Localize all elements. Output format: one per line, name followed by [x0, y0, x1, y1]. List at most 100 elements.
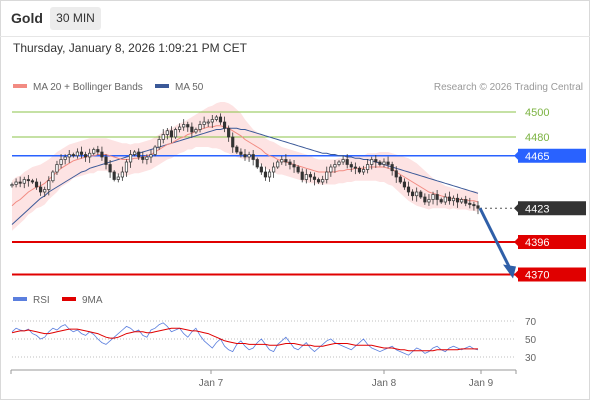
candle-body — [435, 194, 439, 200]
candle — [79, 146, 84, 159]
candle — [22, 176, 26, 189]
candle-body — [370, 159, 374, 165]
candle — [435, 190, 439, 206]
rsi-tick-30: 30 — [525, 353, 537, 364]
level-labels: 4500 4480 4465 4423 4396 4370 — [514, 107, 586, 282]
candle-body — [112, 171, 116, 180]
level-label-4370: 4370 — [525, 270, 549, 282]
candle-body — [120, 171, 124, 178]
candle-body — [406, 186, 411, 193]
candle-body — [30, 180, 35, 183]
candle-body — [206, 121, 210, 124]
candle-body — [333, 164, 337, 168]
candle-body — [108, 164, 112, 173]
candle-body — [39, 186, 43, 193]
forecast-arrow-shaft — [478, 207, 512, 270]
candle-body — [116, 176, 120, 180]
candle — [300, 168, 304, 183]
candle-body — [390, 164, 394, 172]
candle-body — [141, 156, 145, 160]
candle — [394, 166, 398, 183]
candle — [280, 155, 284, 165]
candle — [198, 120, 202, 133]
candle-body — [284, 159, 288, 163]
rsi-legend-label: RSI — [33, 295, 50, 306]
candle — [10, 182, 14, 188]
candle-body — [145, 156, 149, 160]
candle — [411, 189, 415, 201]
candle — [120, 166, 124, 181]
candle — [133, 150, 137, 157]
ma50-legend-swatch — [155, 84, 169, 88]
candle — [88, 148, 92, 163]
candle — [464, 195, 468, 207]
candle — [296, 165, 300, 174]
candle — [349, 161, 353, 172]
candle — [194, 127, 198, 134]
candle — [312, 172, 317, 186]
candle-body — [157, 139, 161, 148]
level-tag-pointer-4396 — [514, 238, 518, 246]
x-tick-label-1: Jan 8 — [372, 378, 397, 389]
candle-body — [378, 161, 382, 165]
candle-body — [476, 205, 480, 209]
candle-body — [100, 151, 104, 158]
candle — [451, 195, 456, 206]
candle — [235, 145, 239, 154]
candle-body — [411, 191, 415, 197]
candle — [100, 146, 104, 161]
candle-body — [124, 161, 129, 173]
candle — [455, 193, 460, 208]
candle-body — [34, 181, 39, 188]
candle — [259, 163, 263, 175]
candle-body — [51, 171, 55, 182]
candle-body — [227, 127, 231, 138]
candle — [206, 119, 210, 127]
candle — [182, 119, 186, 131]
candle-body — [308, 174, 312, 178]
level-label-4480: 4480 — [525, 132, 549, 144]
forecast — [478, 207, 516, 279]
candle-body — [460, 199, 464, 203]
candle-body — [431, 194, 435, 200]
level-tag-pointer-4370 — [514, 270, 518, 279]
candle-body — [243, 154, 247, 158]
candle-body — [43, 189, 47, 193]
candle-body — [296, 166, 300, 173]
candle — [251, 150, 255, 166]
candle — [321, 175, 325, 185]
candle-body — [357, 167, 362, 173]
candle-body — [251, 154, 255, 160]
level-tag-4396 — [518, 235, 586, 249]
rsi-legend-swatch — [13, 297, 27, 301]
candle — [263, 166, 268, 181]
candle — [59, 154, 63, 169]
candle — [96, 145, 100, 155]
bollinger-band-area — [12, 102, 478, 231]
candle — [108, 160, 112, 178]
candle-body — [18, 181, 22, 184]
candle — [288, 159, 292, 170]
candle-body — [182, 124, 186, 128]
candle-body — [222, 121, 227, 129]
level-tag-pointer-4423 — [514, 204, 518, 213]
timeframe-selector[interactable]: 30 MIN — [50, 7, 101, 30]
candles — [10, 113, 480, 215]
candle — [75, 148, 79, 159]
candle — [398, 175, 402, 184]
candle — [427, 194, 431, 206]
candle-body — [267, 171, 272, 178]
candle — [26, 175, 30, 187]
candle-body — [263, 171, 268, 178]
candle — [378, 160, 382, 167]
candle — [210, 115, 214, 128]
candle — [43, 186, 47, 197]
candle — [39, 181, 43, 196]
level-tag-4370 — [518, 267, 586, 282]
candle-body — [325, 171, 329, 180]
candle — [186, 121, 190, 132]
candle-body — [214, 116, 218, 120]
candle-body — [67, 154, 71, 158]
candle-body — [55, 164, 59, 173]
